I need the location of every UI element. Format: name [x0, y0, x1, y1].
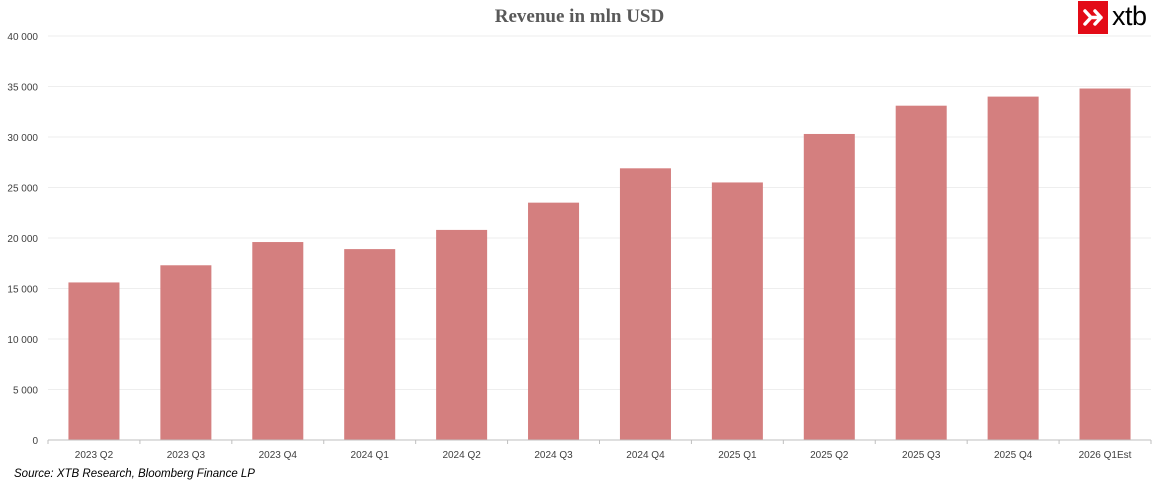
xtb-logo: xtb [1078, 1, 1156, 34]
bar-2024-q1 [344, 249, 396, 440]
bars [47, 88, 1131, 444]
chart-title: Revenue in mln USD [494, 6, 665, 27]
source-note: Source: XTB Research, Bloomberg Finance … [14, 468, 255, 480]
y-tick-label: 10 000 [7, 335, 38, 346]
y-tick-label: 35 000 [7, 83, 38, 94]
y-tick-label: 30 000 [7, 133, 38, 144]
y-tick-label: 5 000 [13, 386, 38, 397]
bar-2023-q3 [160, 265, 212, 440]
y-tick-label: 0 [32, 436, 38, 447]
x-tick-label: 2026 Q1Est [1079, 450, 1132, 461]
bar-2024-q2 [436, 229, 488, 440]
x-tick-label: 2024 Q3 [534, 450, 573, 461]
y-tick-labels: 0 5 000 10 000 15 000 20 000 25 000 30 000 35 0… [7, 32, 38, 447]
bar-2025-q3 [895, 105, 947, 440]
bar-2026-q1est [1079, 88, 1131, 441]
x-tick-label: 2025 Q4 [994, 450, 1033, 461]
bar-2023-q2 [68, 282, 120, 440]
bar-2023-q4 [252, 242, 304, 440]
bar-2025-q2 [803, 133, 855, 440]
x-tick-label: 2024 Q4 [626, 450, 665, 461]
x-tick-label: 2023 Q4 [259, 450, 298, 461]
bar-2024-q3 [528, 202, 580, 440]
bar-2024-q4 [619, 168, 671, 440]
y-tick-label: 20 000 [7, 234, 38, 245]
gridlines [48, 35, 1151, 390]
y-tick-label: 40 000 [7, 32, 38, 43]
bar-2025-q4 [987, 96, 1039, 440]
x-tick-label: 2023 Q2 [75, 450, 114, 461]
x-tick-label: 2024 Q2 [442, 450, 481, 461]
x-tick-labels: 2023 Q2 2023 Q3 2023 Q4 2024 Q1 2024 Q2 2024 … [75, 450, 1132, 461]
xtb-logo-mark-icon [1078, 1, 1108, 34]
xtb-logo-text: xtb [1112, 1, 1147, 31]
x-tick-label: 2025 Q1 [718, 450, 757, 461]
x-tick-label: 2025 Q2 [810, 450, 849, 461]
x-tick-label: 2023 Q3 [167, 450, 206, 461]
y-tick-label: 25 000 [7, 184, 38, 195]
x-tick-label: 2024 Q1 [351, 450, 390, 461]
x-tick-label: 2025 Q3 [902, 450, 941, 461]
y-tick-label: 15 000 [7, 285, 38, 296]
axes [48, 439, 1152, 444]
bar-2025-q1 [711, 182, 763, 440]
